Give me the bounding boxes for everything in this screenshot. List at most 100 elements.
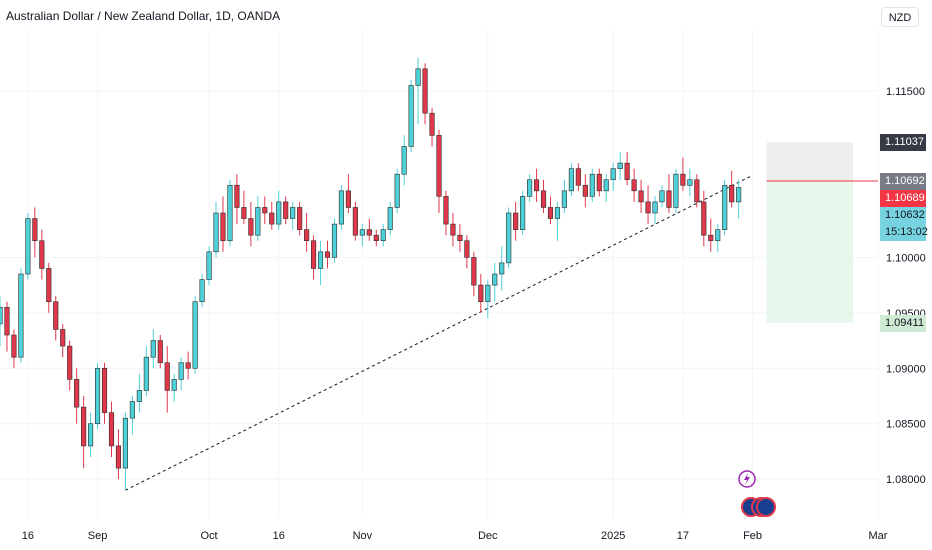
candle	[715, 224, 721, 252]
candle	[673, 168, 679, 213]
candle	[568, 163, 574, 197]
candle-body	[0, 306, 3, 325]
candles	[0, 57, 742, 491]
lightning-icon-bolt	[744, 473, 750, 485]
candle	[185, 351, 191, 380]
candle	[192, 296, 198, 374]
candle	[255, 196, 261, 241]
candle	[269, 201, 275, 230]
candle-body	[11, 334, 17, 358]
candle	[554, 201, 561, 241]
candle	[67, 340, 73, 391]
candle-body	[220, 212, 226, 242]
countdown-label: 15:13:02	[885, 225, 928, 238]
candle-body	[596, 173, 602, 192]
candle-body	[401, 146, 407, 175]
candle	[18, 268, 24, 363]
candle-body	[115, 445, 122, 469]
candle-body	[262, 207, 268, 214]
candle-body	[88, 423, 94, 447]
candle	[25, 213, 31, 280]
candle	[659, 185, 665, 208]
candle	[387, 201, 393, 236]
candle	[492, 262, 498, 302]
candle	[4, 301, 10, 352]
candle-body	[60, 329, 66, 347]
candle-body	[457, 234, 463, 242]
candle-body	[736, 187, 742, 203]
candle	[262, 196, 268, 225]
candle	[443, 190, 449, 236]
candle-body	[67, 345, 73, 380]
candle-body	[582, 184, 588, 197]
candle-body	[631, 179, 637, 192]
candle	[436, 129, 442, 213]
candle	[94, 362, 101, 430]
currency-button[interactable]: NZD	[881, 7, 919, 27]
candle	[283, 196, 289, 225]
candle-body	[408, 85, 414, 147]
candle	[533, 168, 540, 202]
candle	[338, 185, 345, 230]
candle-body	[297, 207, 303, 230]
event-icons[interactable]	[738, 470, 776, 517]
candle	[0, 296, 3, 347]
candle-body	[638, 190, 644, 203]
candle	[220, 196, 226, 252]
candle	[485, 279, 491, 319]
candle-body	[150, 340, 156, 358]
candle-body	[617, 162, 623, 169]
candle	[596, 168, 602, 197]
price-axis-label: 1.10000	[886, 252, 926, 264]
price-axis-label: 1.11500	[886, 86, 925, 98]
time-axis-label: Oct	[200, 530, 217, 542]
candle-body	[164, 362, 170, 391]
time-axis-label: 16	[273, 530, 285, 542]
candle	[241, 190, 247, 225]
candle-body	[554, 207, 561, 219]
candle	[88, 412, 94, 457]
candle-body	[129, 401, 135, 419]
candle	[680, 157, 686, 191]
candle-body	[122, 417, 128, 469]
candle-body	[568, 168, 574, 192]
candle-body	[673, 173, 679, 208]
candle	[234, 174, 240, 225]
candle	[213, 201, 219, 258]
candle	[60, 323, 66, 358]
candle	[631, 168, 637, 202]
candle	[157, 335, 163, 369]
candle	[645, 185, 651, 225]
candle-body	[248, 218, 254, 236]
candle-body	[352, 207, 358, 236]
candle-body	[269, 212, 275, 225]
candle	[129, 396, 135, 435]
candle	[304, 213, 310, 252]
candle-body	[373, 234, 379, 242]
candle-body	[276, 201, 282, 225]
candle-body	[206, 251, 212, 280]
candle-body	[311, 240, 317, 269]
long-position-tool[interactable]	[766, 142, 878, 323]
candle	[352, 201, 358, 241]
time-axis[interactable]: 16 Sep Oct 16 Nov Dec 2025 17 Feb Mar	[22, 530, 888, 542]
candle	[11, 329, 17, 369]
candle-body	[547, 207, 554, 219]
trendline[interactable]	[125, 174, 753, 491]
price-tag: 1.10632 15:13:02	[880, 206, 928, 241]
candle-body	[317, 251, 324, 269]
trendline-path	[125, 174, 753, 491]
time-axis-label: 17	[677, 530, 689, 542]
candle	[450, 213, 456, 247]
candle	[199, 274, 205, 308]
position-target-zone	[766, 142, 853, 181]
grid-lines	[0, 30, 879, 518]
candle-body	[715, 229, 721, 242]
candle-body	[324, 251, 331, 258]
candle-body	[171, 379, 177, 391]
candle-body	[652, 201, 658, 214]
candle-body	[499, 262, 505, 275]
price-tag: 1.10692	[880, 172, 926, 190]
candle	[380, 224, 386, 247]
